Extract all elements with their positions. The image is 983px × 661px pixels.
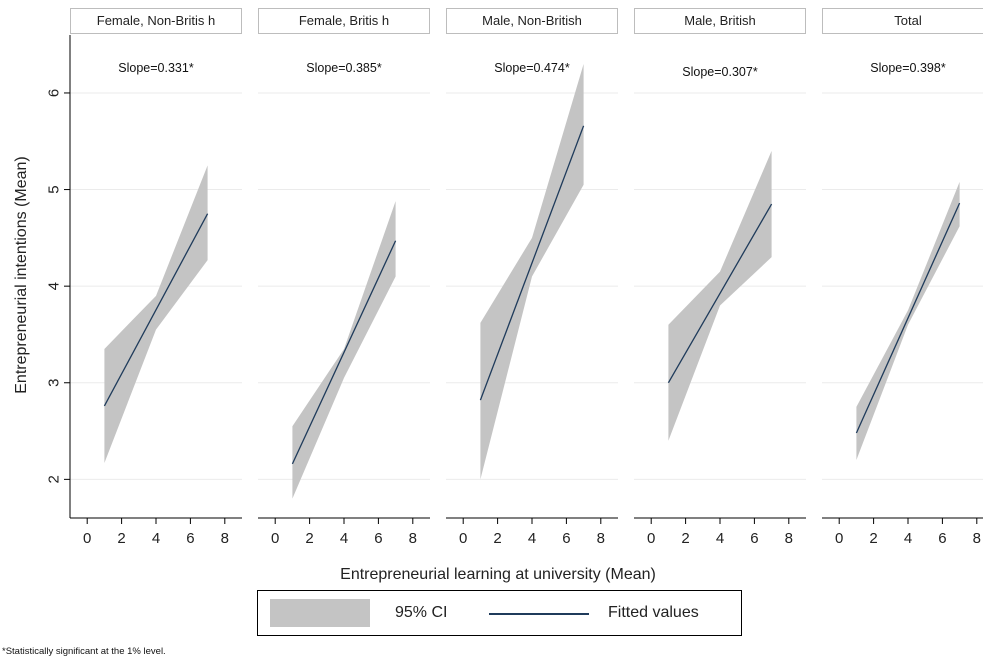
panel-title: Female, Britis h [299,13,389,28]
x-tick-label: 4 [152,530,160,547]
panel-title-box [822,8,983,34]
slope-label: Slope=0.331* [118,61,194,75]
panel-5: Total Slope=0.398* 0 2 4 6 8 [822,8,983,547]
ci-legend-label: 95% CI [395,604,448,621]
x-tick-label: 0 [647,530,655,547]
x-tick-label: 4 [716,530,724,547]
fitted-line [291,240,397,465]
panels-group: Female, Non-Britis h Slope=0.331* 0 2 4 6 8 2 3 4… [46,8,983,547]
x-tick-label: 4 [904,530,912,547]
x-tick-label: 6 [562,530,570,547]
x-tick-label: 0 [835,530,843,547]
panel-2: Female, Britis h Slope=0.385* 0 2 4 6 8 [258,8,430,547]
panel-title-box [634,8,806,34]
fitted-legend-label: Fitted values [608,604,699,621]
x-tick-label: 6 [750,530,758,547]
x-tick-label: 2 [493,530,501,547]
x-axis-title: Entrepreneurial learning at university (… [340,566,656,583]
ci-band [292,201,396,499]
fitted-line [855,202,961,434]
slope-label: Slope=0.307* [682,65,758,79]
x-tick-label: 2 [117,530,125,547]
x-tick-label: 8 [409,530,417,547]
y-tick-label: 3 [46,379,63,387]
panel-3: Male, Non-British Slope=0.474* 0 2 4 6 8 [446,8,618,547]
footnote: *Statistically significant at the 1% lev… [2,646,166,657]
panel-title-box [258,8,430,34]
ci-band [480,63,584,480]
x-tick-label: 8 [597,530,605,547]
x-tick-label: 0 [271,530,279,547]
x-tick-label: 6 [938,530,946,547]
chart-area: Entrepreneurial intentions (Mean) Entrep… [13,8,983,583]
panel-4: Male, British Slope=0.307* 0 2 4 6 8 [634,8,806,547]
panel-title-box [70,8,242,34]
x-tick-label: 4 [340,530,348,547]
fitted-line [667,203,773,384]
x-tick-label: 4 [528,530,536,547]
x-tick-label: 0 [83,530,91,547]
y-tick-label: 4 [46,282,63,290]
x-tick-label: 6 [186,530,194,547]
fitted-line [103,213,209,407]
x-tick-label: 2 [869,530,877,547]
x-tick-label: 0 [459,530,467,547]
panel-title: Female, Non-Britis h [97,13,215,28]
panel-title-box [446,8,618,34]
fitted-line [479,125,585,401]
slope-label: Slope=0.385* [306,61,382,75]
slope-label: Slope=0.474* [494,61,570,75]
fitted-legend-line [489,613,589,615]
y-tick-label: 6 [46,89,63,97]
x-tick-label: 8 [785,530,793,547]
y-axis-title: Entrepreneurial intentions (Mean) [13,156,30,393]
ci-band [104,165,208,463]
panel-title: Male, British [684,13,756,28]
x-tick-label: 2 [305,530,313,547]
y-tick-label: 2 [46,475,63,483]
panel-1: Female, Non-Britis h Slope=0.331* 0 2 4 6 8 2 3 4… [46,8,242,547]
y-tick-label: 5 [46,185,63,193]
ci-band [668,150,772,441]
x-tick-label: 2 [681,530,689,547]
x-tick-label: 8 [973,530,981,547]
x-tick-label: 8 [221,530,229,547]
panel-title: Male, Non-British [482,13,582,28]
slope-label: Slope=0.398* [870,61,946,75]
ci-legend-swatch [270,599,370,627]
ci-band [856,181,960,461]
panel-title: Total [894,13,922,28]
legend: 95% CI Fitted values [257,590,742,636]
x-tick-label: 6 [374,530,382,547]
